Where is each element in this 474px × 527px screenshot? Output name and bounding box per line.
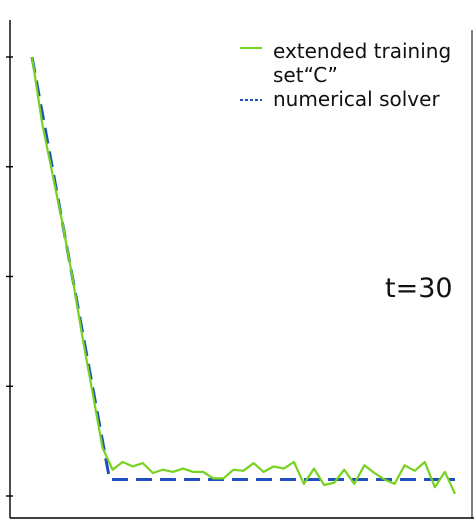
legend: extended training set“C” numerical solve…: [240, 39, 451, 111]
series-line-extended-training: [30, 56, 456, 495]
legend-label-extended-training-line2: set“C”: [273, 63, 338, 87]
time-annotation: t=30: [385, 273, 453, 304]
legend-label-extended-training: extended training: [273, 39, 451, 63]
series-line-numerical-solver: [30, 56, 455, 481]
axes: [6, 20, 474, 519]
legend-label-numerical-solver: numerical solver: [273, 87, 440, 111]
series-lines: [30, 56, 456, 495]
